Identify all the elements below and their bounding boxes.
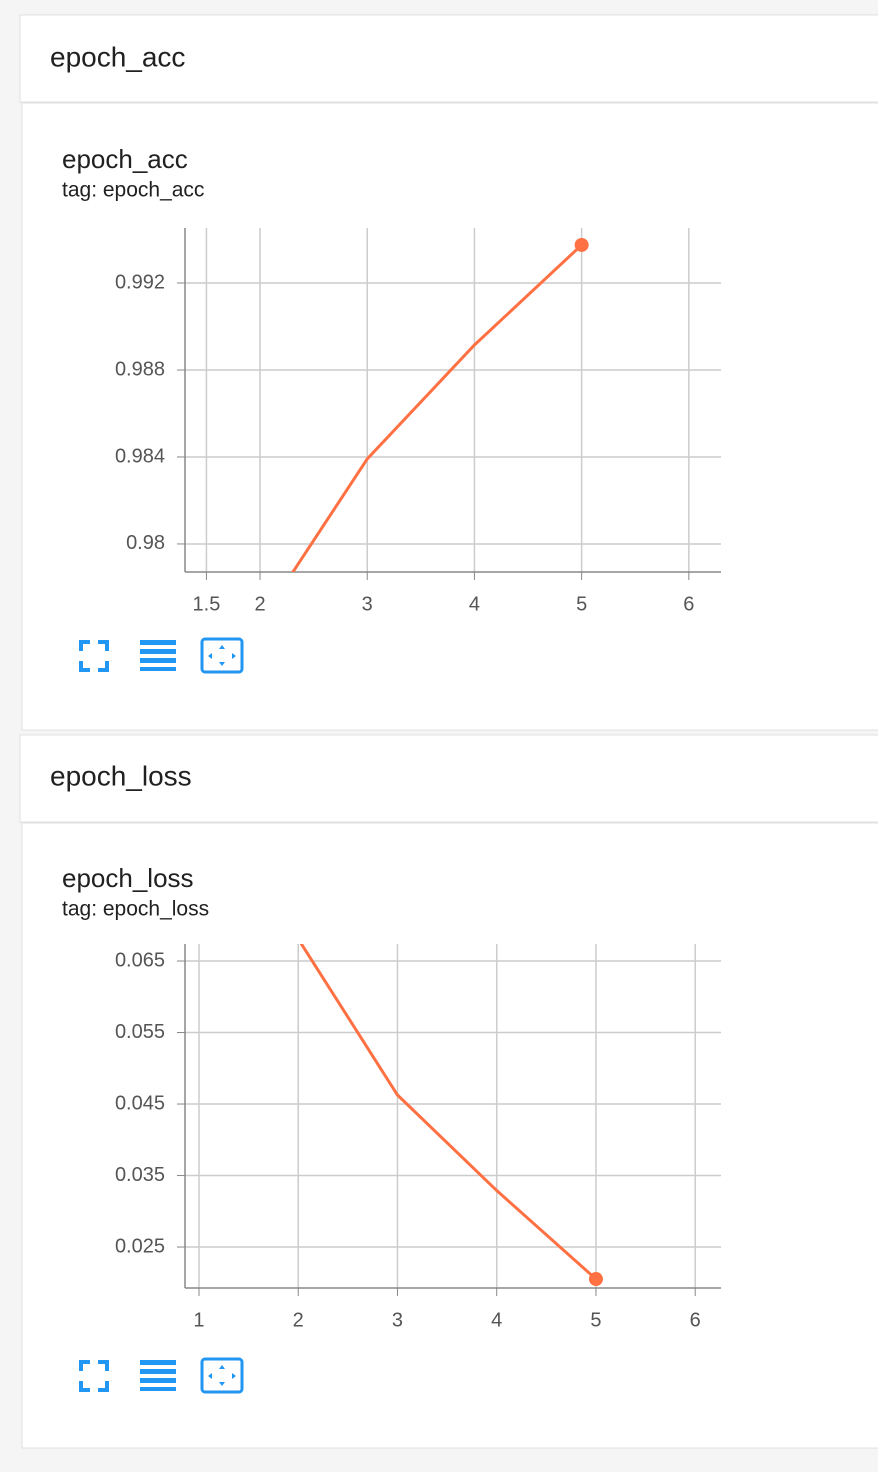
chart-card xyxy=(21,102,878,731)
last-point xyxy=(574,237,589,252)
x-tick-label: 6 xyxy=(683,593,694,615)
section-title: epoch_loss xyxy=(50,760,192,791)
y-tick-label: 0.035 xyxy=(115,1164,165,1186)
x-tick-label: 2 xyxy=(254,593,265,615)
section-header[interactable] xyxy=(19,734,878,823)
chart-title: epoch_acc xyxy=(62,144,188,174)
x-tick-label: 2 xyxy=(293,1309,304,1331)
x-tick-label: 5 xyxy=(576,593,587,615)
series-line xyxy=(291,243,583,572)
y-tick-label: 0.065 xyxy=(115,949,165,971)
last-point xyxy=(588,1272,603,1287)
fullscreen-button[interactable] xyxy=(79,640,109,672)
section-title: epoch_acc xyxy=(50,41,185,72)
x-tick-label: 4 xyxy=(469,593,480,615)
plot-clip xyxy=(291,237,589,572)
fullscreen-button[interactable] xyxy=(79,1360,109,1392)
plot-clip xyxy=(299,944,603,1287)
fit-domain-button[interactable] xyxy=(200,1357,244,1394)
y-tick-label: 0.055 xyxy=(115,1021,165,1043)
toolbar xyxy=(79,637,244,674)
x-tick-label: 6 xyxy=(690,1309,701,1331)
y-tick-label: 0.988 xyxy=(115,358,165,380)
chart-card xyxy=(21,822,878,1449)
fit-domain-button[interactable] xyxy=(200,637,244,674)
y-tick-label: 0.98 xyxy=(126,532,165,554)
x-tick-label: 3 xyxy=(392,1309,403,1331)
x-tick-label: 5 xyxy=(590,1309,601,1331)
y-tick-label: 0.984 xyxy=(115,445,165,467)
x-tick-label: 1 xyxy=(193,1309,204,1331)
x-tick-label: 1.5 xyxy=(193,593,221,615)
series-line xyxy=(299,944,597,1281)
section-header[interactable] xyxy=(19,14,878,103)
y-tick-label: 0.045 xyxy=(115,1092,165,1114)
y-tick-label: 0.992 xyxy=(115,271,165,293)
x-tick-label: 4 xyxy=(491,1309,502,1331)
x-tick-label: 3 xyxy=(362,593,373,615)
log-scale-button[interactable] xyxy=(140,1360,176,1391)
log-scale-button[interactable] xyxy=(140,640,176,671)
y-tick-label: 0.025 xyxy=(115,1235,165,1257)
chart-subtitle: tag: epoch_loss xyxy=(62,898,209,921)
chart-subtitle: tag: epoch_acc xyxy=(62,179,204,202)
toolbar xyxy=(79,1357,244,1394)
chart-title: epoch_loss xyxy=(62,863,194,893)
